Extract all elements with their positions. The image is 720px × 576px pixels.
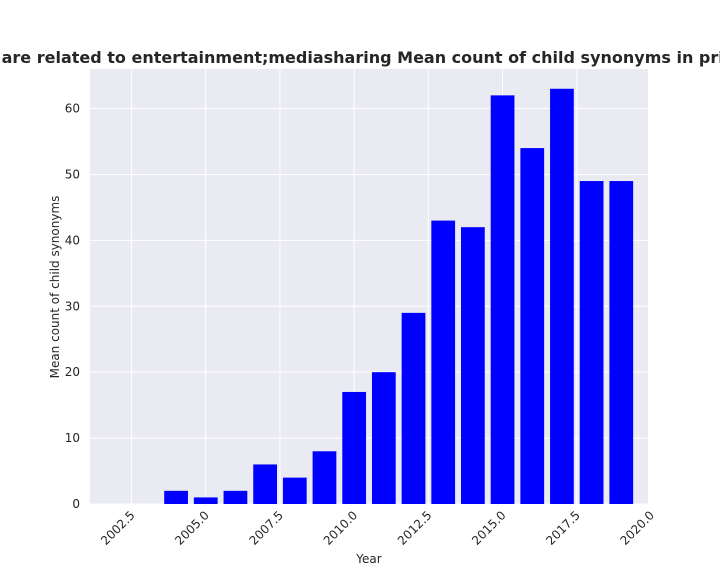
bar-2006 [223,490,248,504]
bar-2005 [193,497,218,504]
y-axis-ticks: 0 10 20 30 40 50 60 [65,102,80,511]
bar-2014 [461,227,485,504]
y-axis-label: Mean count of child synonyms [48,196,62,379]
y-tick-label: 50 [65,167,80,181]
bar-2007 [253,464,277,504]
x-tick-label: 2020.0 [617,508,657,548]
bar-2018 [579,181,604,504]
x-axis-ticks: 2002.5 2005.0 2007.5 2010.0 2012.5 2015.0 2017… [98,508,657,548]
y-tick-label: 10 [65,431,80,445]
bar-2010 [342,391,367,504]
y-tick-label: 40 [65,233,80,247]
chart-title: Categories are related to entertainment;… [0,48,720,67]
bar-2013 [431,220,456,504]
bar-2004 [164,490,188,504]
x-tick-label: 2007.5 [246,508,286,548]
bar-2019 [609,181,634,504]
bar-2015 [490,95,515,504]
x-tick-label: 2005.0 [172,508,212,548]
x-tick-label: 2012.5 [395,508,435,548]
bar-2016 [520,148,545,504]
bar-2017 [550,88,574,504]
y-tick-label: 30 [65,299,80,313]
x-tick-label: 2015.0 [469,508,509,548]
bars [164,88,634,504]
x-tick-label: 2002.5 [98,508,138,548]
y-tick-label: 60 [65,102,80,116]
bar-2008 [282,477,307,504]
y-tick-label: 0 [72,497,80,511]
y-tick-label: 20 [65,365,80,379]
x-axis-label: Year [355,552,381,566]
bar-2009 [312,451,337,504]
x-tick-label: 2010.0 [321,508,361,548]
bar-2011 [371,372,396,504]
x-tick-label: 2017.5 [543,508,583,548]
bar-2012 [401,312,426,504]
